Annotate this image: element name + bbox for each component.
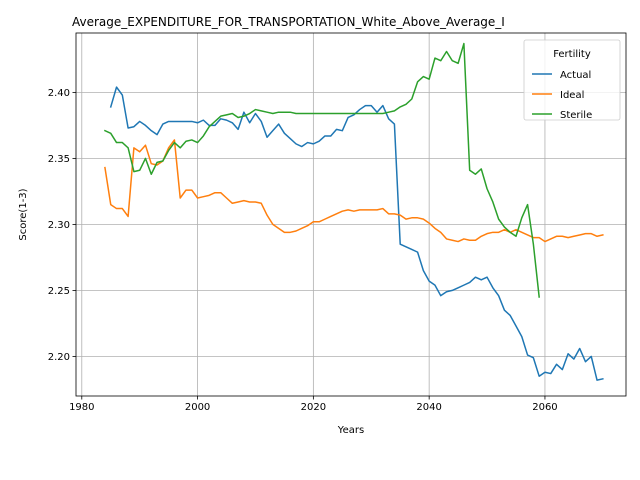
y-tick-label: 2.25 bbox=[48, 286, 70, 297]
legend-items: Actual Ideal Sterile bbox=[532, 70, 592, 121]
legend-title: Fertility bbox=[553, 49, 591, 60]
plot-frame bbox=[75, 32, 627, 397]
legend-label-sterile: Sterile bbox=[560, 110, 592, 121]
y-tick-label: 2.35 bbox=[48, 154, 70, 165]
x-tick-label: 2040 bbox=[416, 402, 441, 413]
legend-box bbox=[523, 39, 621, 121]
legend-label-ideal: Ideal bbox=[560, 90, 584, 101]
x-tick-label: 2060 bbox=[532, 402, 557, 413]
x-tick-label: 2000 bbox=[185, 402, 210, 413]
x-tick-label: 2020 bbox=[301, 402, 326, 413]
series-layer bbox=[103, 42, 604, 381]
chart-title: Average_EXPENDITURE_FOR_TRANSPORTATION_W… bbox=[72, 15, 505, 29]
y-tick-label: 2.30 bbox=[48, 220, 70, 231]
y-tick-label: 2.40 bbox=[48, 88, 70, 99]
series-line-actual bbox=[109, 86, 604, 381]
legend: Fertility Actual Ideal Sterile bbox=[523, 39, 621, 121]
series-line-sterile bbox=[103, 42, 540, 298]
tick-layer: 1980 2000 2020 2040 2060 2.20 2.25 2.30 2.35 2.40 bbox=[48, 88, 558, 413]
y-tick-label: 2.20 bbox=[48, 352, 70, 363]
legend-label-actual: Actual bbox=[560, 70, 591, 81]
x-tick-label: 1980 bbox=[69, 402, 94, 413]
x-axis-label: Years bbox=[337, 425, 364, 436]
y-axis-label: Score(1-3) bbox=[18, 188, 29, 240]
series-line-ideal bbox=[104, 139, 604, 243]
